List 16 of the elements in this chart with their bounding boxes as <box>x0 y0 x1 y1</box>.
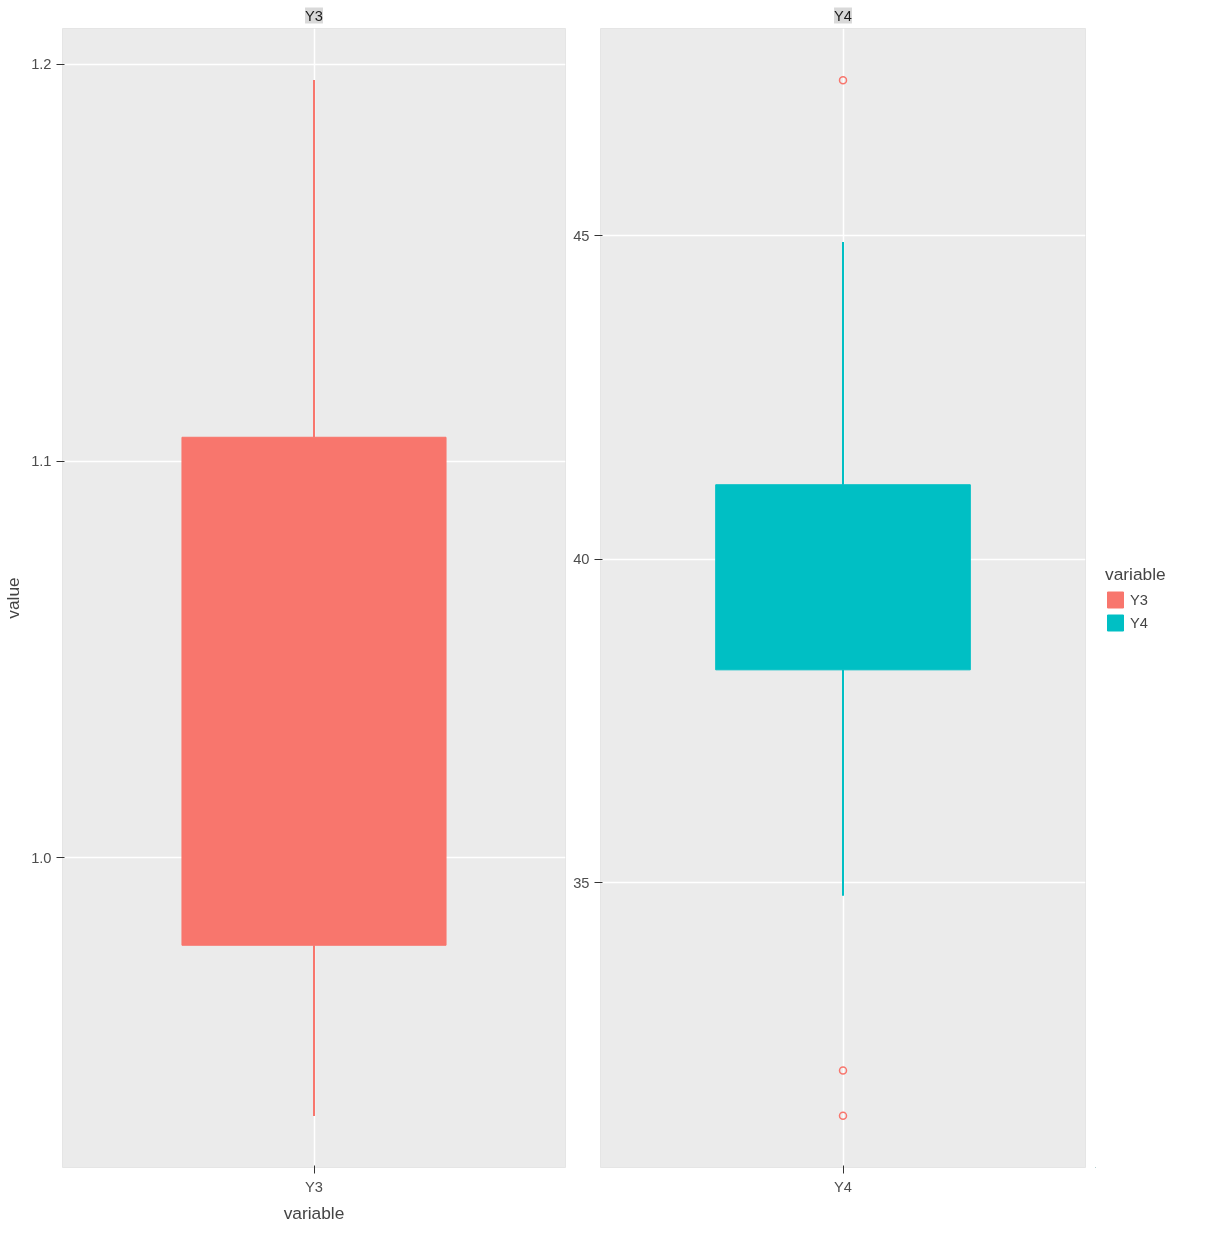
chart-title: Y4 <box>834 7 852 24</box>
text: Y3 <box>1130 591 1148 607</box>
y-tick-label: 35 <box>573 874 590 891</box>
y-tick-label: 40 <box>573 551 590 568</box>
legend-label: Y4 <box>1130 614 1149 630</box>
y-tick-label: 1.0 <box>31 849 52 866</box>
point <box>838 76 848 85</box>
y-tick-label: 45 <box>573 227 590 244</box>
y-tick-label: 1.1 <box>31 453 52 470</box>
point <box>838 1066 848 1075</box>
x-axis-title: variable <box>283 1202 345 1223</box>
point <box>838 1111 848 1120</box>
y-axis-title: value <box>3 577 24 619</box>
y-tick-label: 1.2 <box>31 56 52 73</box>
legend-title: variable <box>1105 563 1166 584</box>
text: Y3 <box>305 7 323 24</box>
